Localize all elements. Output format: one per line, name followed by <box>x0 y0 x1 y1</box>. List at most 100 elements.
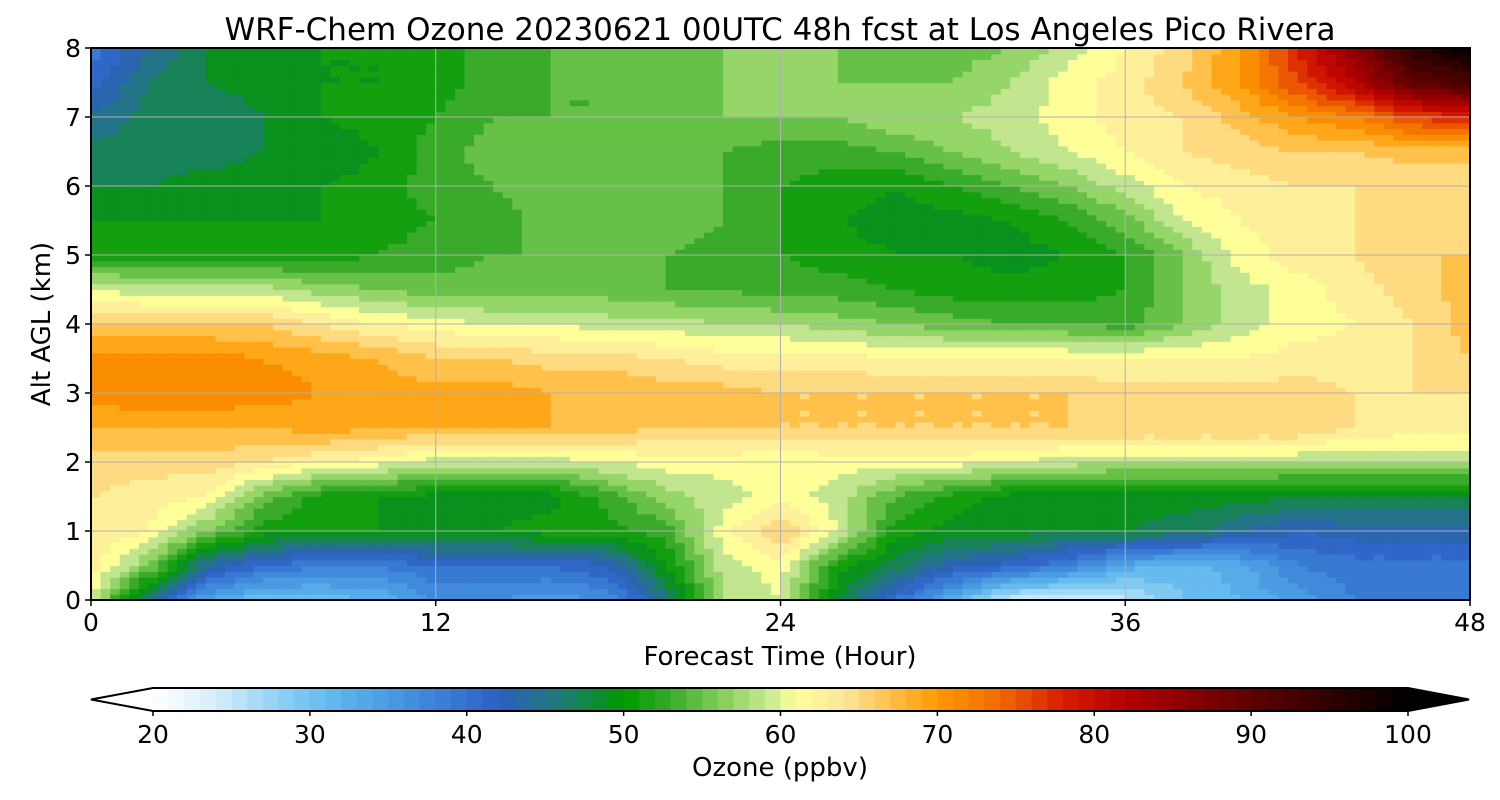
heatmap-cell <box>493 513 504 521</box>
heatmap-cell <box>1307 479 1318 486</box>
heatmap-cell <box>244 450 255 457</box>
heatmap-cell <box>387 594 399 601</box>
heatmap-cell <box>167 519 178 526</box>
heatmap-cell <box>1345 513 1356 521</box>
heatmap-cell <box>1000 577 1011 584</box>
heatmap-cell <box>828 485 839 492</box>
heatmap-cell <box>359 467 370 475</box>
heatmap-cell <box>1268 571 1280 578</box>
heatmap-cell <box>91 439 102 446</box>
heatmap-cell <box>876 410 887 417</box>
heatmap-cell <box>1383 536 1394 544</box>
heatmap-cell <box>1144 565 1155 572</box>
heatmap-cell <box>110 467 121 475</box>
heatmap-cell <box>991 410 1002 417</box>
heatmap-cell <box>1144 473 1155 480</box>
heatmap-cell <box>1201 490 1213 498</box>
heatmap-cell <box>1422 582 1433 590</box>
heatmap-cell <box>608 485 619 492</box>
heatmap-cell <box>311 439 322 446</box>
heatmap-cell <box>636 508 648 515</box>
heatmap-cell <box>1134 439 1146 446</box>
heatmap-cell <box>1163 439 1174 446</box>
heatmap-cell <box>225 398 236 406</box>
heatmap-cell <box>129 421 140 429</box>
heatmap-cell <box>263 496 274 503</box>
heatmap-cell <box>502 490 513 498</box>
heatmap-cell <box>177 404 188 411</box>
heatmap-cell <box>368 473 379 480</box>
heatmap-cell <box>1211 519 1222 526</box>
heatmap-cell <box>847 594 858 601</box>
heatmap-cell <box>991 439 1002 446</box>
heatmap-cell <box>675 450 686 457</box>
heatmap-cell <box>91 462 102 469</box>
heatmap-cell <box>560 427 571 434</box>
heatmap-cell <box>1144 416 1155 423</box>
heatmap-cell <box>292 404 303 411</box>
heatmap-cell <box>694 467 705 475</box>
heatmap-cell <box>598 577 609 584</box>
heatmap-cell <box>732 410 743 417</box>
heatmap-cell <box>569 508 580 515</box>
heatmap-cell <box>1335 536 1347 544</box>
heatmap-cell <box>1335 594 1347 601</box>
heatmap-cell <box>790 421 801 429</box>
heatmap-cell <box>320 450 332 457</box>
heatmap-cell <box>684 456 695 463</box>
heatmap-cell <box>627 490 638 498</box>
heatmap-cell <box>560 485 571 492</box>
heatmap-cell <box>1077 490 1088 498</box>
heatmap-cell <box>1201 588 1213 595</box>
heatmap-cell <box>1259 502 1270 509</box>
heatmap-cell <box>177 548 188 555</box>
heatmap-cell <box>407 473 418 480</box>
heatmap-cell <box>1000 421 1011 429</box>
heatmap-cell <box>569 450 580 457</box>
heatmap-cell <box>1192 582 1203 590</box>
heatmap-cell <box>780 519 791 526</box>
heatmap-cell <box>636 462 648 469</box>
heatmap-cell <box>1335 485 1347 492</box>
heatmap-cell <box>330 462 341 469</box>
heatmap-cell <box>349 531 360 538</box>
heatmap-cell <box>636 502 648 509</box>
heatmap-cell <box>1422 502 1433 509</box>
heatmap-cell <box>177 473 188 480</box>
heatmap-cell <box>368 462 379 469</box>
heatmap-cell <box>1211 439 1222 446</box>
heatmap-cell <box>981 496 992 503</box>
heatmap-cell <box>1355 439 1366 446</box>
heatmap-cell <box>1039 450 1050 457</box>
heatmap-cell <box>1106 427 1117 434</box>
heatmap-cell <box>1019 485 1031 492</box>
heatmap-cell <box>397 519 408 526</box>
heatmap-cell <box>263 462 274 469</box>
heatmap-cell <box>1077 565 1088 572</box>
heatmap-cell <box>1048 594 1059 601</box>
heatmap-cell <box>1144 542 1155 549</box>
heatmap-cell <box>1192 525 1203 532</box>
heatmap-cell <box>770 485 782 492</box>
heatmap-cell <box>1307 548 1318 555</box>
heatmap-cell <box>1010 496 1021 503</box>
heatmap-cell <box>1019 536 1031 544</box>
heatmap-cell <box>933 404 944 411</box>
heatmap-cell <box>952 502 964 509</box>
heatmap-cell <box>1240 559 1251 567</box>
heatmap-cell <box>675 508 686 515</box>
heatmap-cell <box>770 582 782 590</box>
heatmap-cell <box>579 427 590 434</box>
heatmap-cell <box>378 450 389 457</box>
heatmap-cell <box>234 554 245 561</box>
heatmap-cell <box>521 456 533 463</box>
heatmap-cell <box>742 439 753 446</box>
heatmap-cell <box>148 410 159 417</box>
heatmap-cell <box>560 548 571 555</box>
heatmap-cell <box>1144 525 1155 532</box>
heatmap-cell <box>1364 427 1375 434</box>
heatmap-cell <box>1067 588 1078 595</box>
heatmap-cell <box>770 525 782 532</box>
heatmap-cell <box>339 416 351 423</box>
heatmap-cell <box>435 548 446 555</box>
